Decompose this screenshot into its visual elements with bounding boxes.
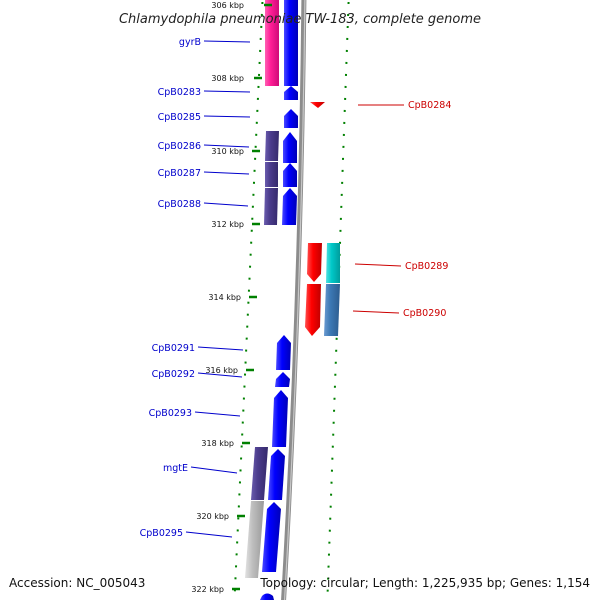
cds-arrow-CpB0295 — [262, 502, 281, 572]
gene-label-CpB0284: CpB0284 — [408, 100, 451, 111]
gene-label-CpB0285: CpB0285 — [158, 112, 201, 123]
gene-label-CpB0291: CpB0291 — [152, 343, 195, 354]
gene-label-gyrB: gyrB — [179, 37, 201, 48]
tick-label-314: 314 kbp — [208, 293, 241, 302]
left-gene-labels: gyrB CpB0283 CpB0285 CpB0286 CpB0287 CpB… — [140, 37, 201, 539]
cog-block-mgtE — [251, 447, 268, 500]
cog-block-gyrB — [265, 0, 279, 86]
cds-arrow-mgtE — [268, 449, 285, 500]
cds-arrow-CpB0283 — [284, 86, 298, 100]
ruler-left — [233, 0, 264, 600]
leader-CpB0291 — [197, 346, 244, 351]
leader-gyrB — [203, 40, 251, 43]
genome-summary-text: Topology: circular; Length: 1,225,935 bp… — [259, 576, 590, 590]
genome-backbone-highlight — [283, 0, 306, 600]
gene-label-CpB0289: CpB0289 — [405, 261, 448, 272]
tick-label-308: 308 kbp — [211, 74, 244, 83]
tick-label-320: 320 kbp — [196, 512, 229, 521]
tick-label-306: 306 kbp — [211, 1, 244, 10]
kbp-ticks — [232, 3, 272, 591]
cog-block-CpB0289 — [326, 243, 340, 283]
cds-arrow-CpB0289 — [307, 243, 322, 282]
kbp-tick-labels: 306 kbp 308 kbp 310 kbp 312 kbp 314 kbp … — [191, 1, 244, 594]
forward-cds-track — [260, 0, 298, 600]
cog-block-CpB0287 — [265, 162, 278, 187]
cds-arrow-CpB0288 — [282, 188, 297, 225]
cog-block-CpB0286 — [265, 131, 279, 161]
leader-CpB0287 — [203, 171, 250, 175]
right-gene-labels: CpB0284 CpB0289 CpB0290 — [403, 100, 451, 319]
tick-label-316: 316 kbp — [205, 366, 238, 375]
gene-label-CpB0286: CpB0286 — [158, 141, 201, 152]
cog-track-right — [324, 243, 340, 336]
cog-block-CpB0295 — [245, 501, 264, 578]
reverse-cds-track — [305, 102, 325, 336]
gene-label-CpB0295: CpB0295 — [140, 528, 183, 539]
accession-text: Accession: NC_005043 — [9, 576, 145, 590]
leader-CpB0286 — [203, 144, 250, 148]
leader-CpB0290 — [352, 310, 400, 314]
cds-arrow-CpB0293 — [272, 390, 288, 447]
map-title: Chlamydophila pneumoniae TW-183, complet… — [119, 12, 481, 27]
gene-label-CpB0293: CpB0293 — [149, 408, 192, 419]
cds-arrow-CpB0292 — [275, 372, 290, 387]
cog-block-CpB0288 — [264, 188, 278, 225]
cds-arrow-CpB0287 — [283, 163, 297, 187]
leader-CpB0293 — [194, 411, 241, 417]
tick-label-322: 322 kbp — [191, 585, 224, 594]
cds-arrow-CpB0290 — [305, 284, 321, 336]
gene-label-CpB0290: CpB0290 — [403, 308, 446, 319]
gene-label-CpB0288: CpB0288 — [158, 199, 201, 210]
gene-label-mgtE: mgtE — [163, 463, 188, 474]
left-leader-lines — [185, 40, 251, 538]
tick-label-312: 312 kbp — [211, 220, 244, 229]
cds-arrow-CpB0286 — [283, 132, 297, 163]
gene-label-CpB0292: CpB0292 — [152, 369, 195, 380]
cds-arrow-CpB0284 — [310, 102, 325, 108]
leader-CpB0289 — [354, 263, 402, 267]
cds-arrow-next — [260, 593, 274, 600]
tick-label-310: 310 kbp — [211, 147, 244, 156]
leader-CpB0283 — [203, 90, 251, 93]
gene-label-CpB0287: CpB0287 — [158, 168, 201, 179]
tick-label-318: 318 kbp — [201, 439, 234, 448]
genome-backbone — [281, 0, 307, 600]
leader-CpB0295 — [185, 531, 233, 538]
leader-CpB0288 — [203, 202, 249, 207]
cds-arrow-CpB0285 — [284, 109, 298, 128]
leader-CpB0285 — [203, 115, 251, 118]
gene-label-CpB0283: CpB0283 — [158, 87, 201, 98]
cds-arrow-CpB0291 — [276, 335, 291, 370]
cog-block-CpB0290 — [324, 284, 340, 336]
leader-mgtE — [190, 466, 238, 474]
cds-arrow-gyrB — [284, 0, 298, 86]
ruler-right — [326, 0, 350, 600]
leader-CpB0292 — [197, 372, 243, 378]
cog-track-left — [245, 0, 279, 578]
right-leader-lines — [352, 104, 404, 314]
